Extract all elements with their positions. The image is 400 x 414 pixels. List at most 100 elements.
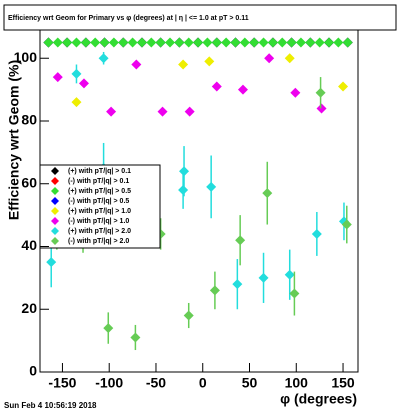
chart-title: Efficiency wrt Geom for Primary vs φ (de… — [8, 15, 249, 22]
marker — [211, 37, 222, 48]
marker — [202, 37, 213, 48]
marker — [211, 81, 222, 92]
marker — [43, 37, 54, 48]
marker — [71, 97, 82, 108]
marker — [235, 235, 246, 246]
x-tick-label: -100 — [95, 375, 123, 391]
marker — [290, 87, 301, 98]
marker — [103, 323, 114, 334]
marker — [314, 37, 325, 48]
marker — [305, 37, 316, 48]
legend-marker — [51, 237, 59, 245]
marker — [184, 106, 195, 117]
legend-marker — [51, 187, 59, 195]
y-tick-label: 80 — [21, 112, 37, 128]
legend-label: (-) with pT/|q| > 1.0 — [68, 218, 129, 225]
marker — [341, 219, 352, 230]
title-box — [3, 4, 397, 31]
marker — [136, 37, 147, 48]
y-tick-label: 60 — [21, 174, 37, 190]
marker — [106, 106, 117, 117]
marker — [258, 37, 269, 48]
legend-label: (-) with pT/|q| > 0.5 — [68, 198, 129, 205]
x-axis-label: φ (degrees) — [280, 391, 357, 407]
marker — [183, 37, 194, 48]
marker — [99, 37, 110, 48]
legend-box — [39, 164, 161, 249]
marker — [52, 37, 63, 48]
marker — [71, 68, 82, 79]
marker — [342, 37, 353, 48]
marker — [277, 37, 288, 48]
y-tick-label: 40 — [21, 237, 37, 253]
marker — [333, 37, 344, 48]
legend-label: (+) with pT/|q| > 0.5 — [68, 188, 131, 195]
marker — [295, 37, 306, 48]
marker — [118, 37, 129, 48]
legend: (+) with pT/|q| > 0.1 (-) with pT/|q| > 0… — [39, 164, 161, 249]
plot-area — [43, 37, 353, 351]
legend-label: (-) with pT/|q| > 2.0 — [68, 238, 129, 245]
y-tick-label: 0 — [29, 363, 37, 379]
marker — [284, 269, 295, 280]
marker — [155, 37, 166, 48]
marker — [209, 285, 220, 296]
marker — [157, 106, 168, 117]
marker — [80, 37, 91, 48]
y-tick-label: 100 — [14, 49, 38, 65]
marker — [130, 332, 141, 343]
x-tick-label: 50 — [242, 375, 258, 391]
marker — [52, 72, 63, 83]
x-tick-label: 100 — [285, 375, 309, 391]
marker — [146, 37, 157, 48]
legend-marker — [51, 207, 59, 215]
marker — [311, 228, 322, 239]
y-tick-label: 20 — [21, 300, 37, 316]
marker — [98, 53, 109, 64]
marker — [286, 37, 297, 48]
marker — [165, 37, 176, 48]
legend-marker — [51, 167, 59, 175]
y-axis-label: Efficiency wrt Geom (%) — [6, 60, 22, 220]
marker — [206, 181, 217, 192]
marker — [221, 37, 232, 48]
marker — [193, 37, 204, 48]
marker — [239, 37, 250, 48]
footer: Sun Feb 4 10:56:19 2018 — [4, 401, 97, 410]
marker — [183, 310, 194, 321]
marker — [230, 37, 241, 48]
marker — [258, 272, 269, 283]
x-tick-label: -150 — [48, 375, 76, 391]
legend-marker — [51, 197, 59, 205]
x-tick-label: 150 — [331, 375, 355, 391]
legend-label: (+) with pT/|q| > 0.1 — [68, 168, 131, 175]
marker — [264, 53, 275, 64]
marker — [62, 37, 73, 48]
marker — [127, 37, 138, 48]
marker — [338, 81, 349, 92]
marker — [232, 279, 243, 290]
legend-marker — [51, 177, 59, 185]
x-tick-label: -50 — [146, 375, 166, 391]
marker — [178, 59, 189, 70]
marker — [289, 288, 300, 299]
marker — [71, 37, 82, 48]
marker — [108, 37, 119, 48]
marker — [315, 87, 326, 98]
x-tick-label: 0 — [199, 375, 207, 391]
marker — [174, 37, 185, 48]
marker — [267, 37, 278, 48]
marker — [249, 37, 260, 48]
marker — [179, 166, 190, 177]
marker — [262, 188, 273, 199]
legend-label: (+) with pT/|q| > 1.0 — [68, 208, 131, 215]
marker — [46, 257, 57, 268]
marker — [178, 185, 189, 196]
marker — [284, 53, 295, 64]
marker — [237, 84, 248, 95]
marker — [131, 59, 142, 70]
marker — [316, 103, 327, 114]
marker — [78, 78, 89, 89]
marker — [204, 56, 215, 67]
